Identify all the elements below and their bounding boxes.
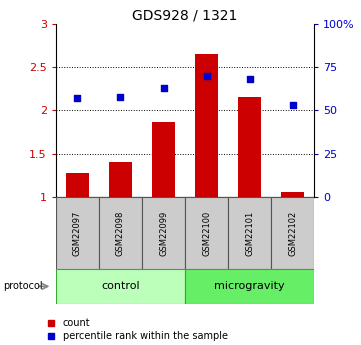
Text: GSM22100: GSM22100 <box>202 210 211 256</box>
Title: GDS928 / 1321: GDS928 / 1321 <box>132 9 238 23</box>
Point <box>290 102 295 108</box>
Bar <box>238 98 261 197</box>
Bar <box>66 173 89 197</box>
Bar <box>99 197 142 269</box>
Bar <box>152 122 175 197</box>
Bar <box>271 197 314 269</box>
Bar <box>281 193 304 197</box>
Bar <box>142 197 185 269</box>
Text: control: control <box>101 282 140 291</box>
Point <box>161 85 166 91</box>
Text: GSM22097: GSM22097 <box>73 210 82 256</box>
Text: GSM22101: GSM22101 <box>245 210 254 256</box>
Text: GSM22099: GSM22099 <box>159 210 168 256</box>
Bar <box>56 197 99 269</box>
Bar <box>109 162 132 197</box>
Point <box>75 96 81 101</box>
Text: GSM22102: GSM22102 <box>288 210 297 256</box>
Point <box>118 94 123 99</box>
Point <box>247 77 252 82</box>
Text: GSM22098: GSM22098 <box>116 210 125 256</box>
Text: protocol: protocol <box>4 282 43 291</box>
Point <box>204 73 209 79</box>
Bar <box>195 55 218 197</box>
Bar <box>56 269 185 304</box>
Legend: count, percentile rank within the sample: count, percentile rank within the sample <box>43 314 232 345</box>
Bar <box>185 269 314 304</box>
Bar <box>228 197 271 269</box>
Bar <box>185 197 228 269</box>
Text: microgravity: microgravity <box>214 282 285 291</box>
